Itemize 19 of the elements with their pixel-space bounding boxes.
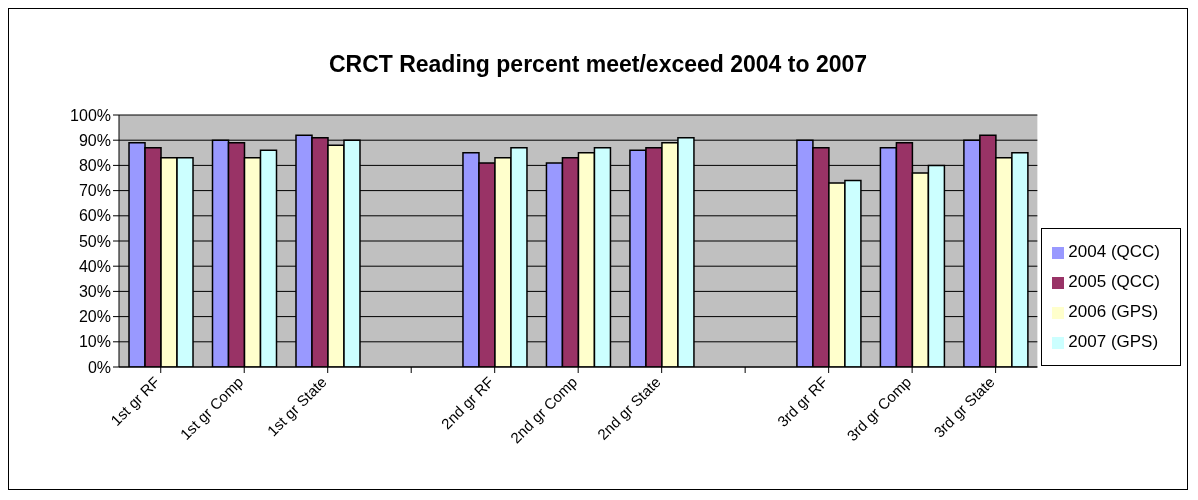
y-tick-label: 20% xyxy=(78,308,111,326)
chart-title: CRCT Reading percent meet/exceed 2004 to 2007 xyxy=(327,50,869,79)
y-tick-label: 90% xyxy=(78,131,111,149)
legend-label: 2006 (GPS) xyxy=(1068,302,1159,321)
y-tick-label: 10% xyxy=(78,333,111,351)
y-tick-label: 60% xyxy=(78,207,111,225)
x-tick-label: 2nd gr RF xyxy=(437,373,497,433)
x-tick-label: 1st gr RF xyxy=(107,373,163,429)
legend-label: 2004 (QCC) xyxy=(1068,242,1160,261)
y-tick-label: 80% xyxy=(78,157,111,175)
y-tick-label: 40% xyxy=(78,257,111,275)
y-tick-label: 50% xyxy=(78,232,111,250)
legend-label: 2007 (GPS) xyxy=(1068,332,1159,351)
y-tick-label: 30% xyxy=(78,283,111,301)
legend-label: 2005 (QCC) xyxy=(1068,272,1160,291)
y-tick-label: 70% xyxy=(78,182,111,200)
x-tick-label: 3rd gr RF xyxy=(773,373,831,430)
y-tick-label: 100% xyxy=(70,106,111,124)
y-tick-label: 0% xyxy=(87,358,111,376)
